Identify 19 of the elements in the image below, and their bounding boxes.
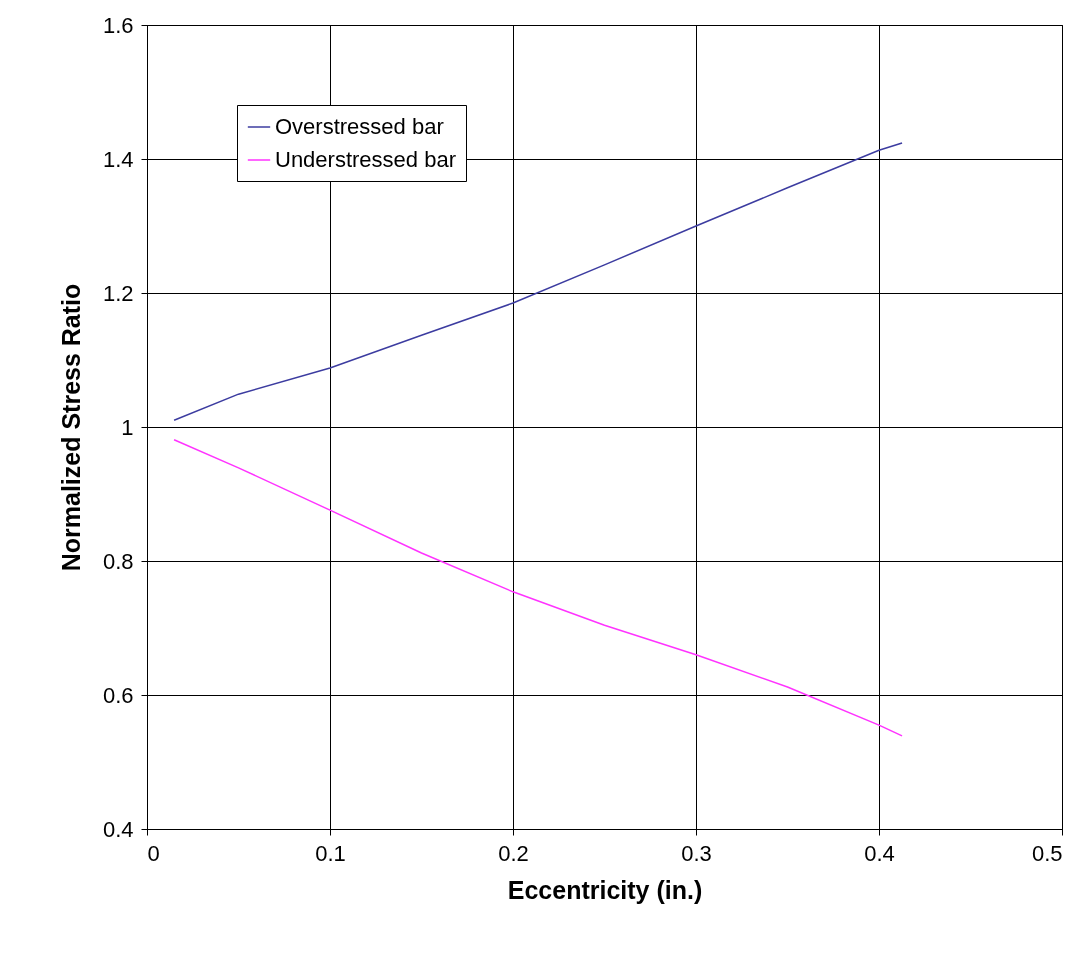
x-tick-label: 0 — [147, 840, 160, 866]
y-tick-label: 1.2 — [102, 280, 134, 306]
y-tick-label: 1 — [121, 414, 134, 440]
legend-label: Understressed bar — [275, 147, 456, 172]
x-tick-label: 0.3 — [681, 840, 712, 866]
y-tick-label: 0.6 — [102, 682, 134, 708]
line-series — [173, 438, 903, 737]
x-tick-label: 0.2 — [498, 840, 529, 866]
y-tick-label: 1.6 — [102, 12, 134, 38]
y-axis-title: Normalized Stress Ratio — [56, 283, 85, 572]
y-tick-label: 1.4 — [102, 146, 134, 172]
legend-label: Overstressed bar — [275, 114, 444, 139]
y-tick-label: 0.8 — [102, 548, 134, 574]
line-series — [173, 142, 903, 422]
x-tick-label: 0.4 — [864, 840, 895, 866]
x-axis-title: Eccentricity (in.) — [507, 875, 703, 904]
x-tick-label: 0.1 — [315, 840, 346, 866]
x-tick-label: 0.5 — [1031, 840, 1063, 866]
y-tick-label: 0.4 — [102, 816, 134, 842]
